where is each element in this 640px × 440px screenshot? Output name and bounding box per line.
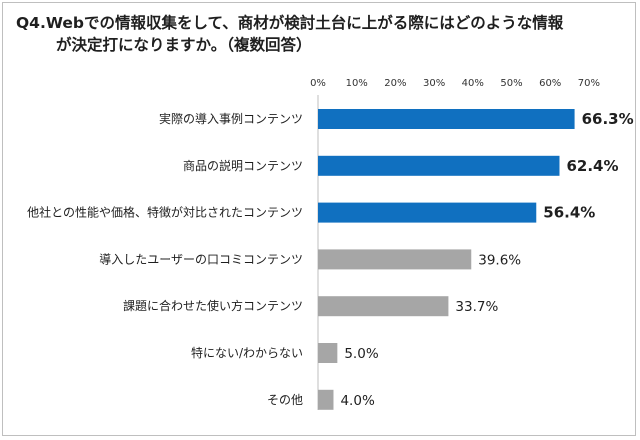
x-tick-label: 20% [384,78,406,89]
bar [318,109,575,129]
x-tick-label: 50% [500,78,522,89]
x-tick-label: 60% [539,78,561,89]
x-tick-label: 70% [578,78,600,89]
data-label: 4.0% [340,393,374,409]
bar [318,343,338,363]
chart-title-line1: Q4.Webでの情報収集をして、商材が検討土台に上がる際にはどのような情報 [16,14,564,32]
x-tick-label: 30% [423,78,445,89]
bar [318,202,537,223]
bar [318,296,449,317]
category-label: 特にない/わからない [191,345,303,360]
category-label: 他社との性能や価格、特徴が対比されたコンテンツ [27,205,303,220]
data-label: 66.3% [582,110,634,128]
x-tick-label: 0% [310,78,326,89]
bar [318,389,334,410]
category-label: 導入したユーザーの口コミコンテンツ [99,252,303,266]
x-tick-label: 40% [462,78,484,89]
x-tick-label: 10% [346,78,368,89]
bar [318,155,560,176]
category-label: 実際の導入事例コンテンツ [159,111,303,126]
category-label: 商品の説明コンテンツ [183,158,303,173]
bar [318,249,472,270]
data-label: 5.0% [344,346,378,362]
data-label: 33.7% [455,299,498,315]
chart-title: Q4.Webでの情報収集をして、商材が検討土台に上がる際にはどのような情報 が決… [16,12,616,56]
data-label: 62.4% [566,157,618,175]
data-label: 39.6% [478,252,521,268]
data-label: 56.4% [543,204,595,222]
category-label: その他 [267,393,303,407]
chart-title-line2: が決定打になりますか。（複数回答） [56,36,312,54]
category-label: 課題に合わせた使い方コンテンツ [123,298,303,313]
